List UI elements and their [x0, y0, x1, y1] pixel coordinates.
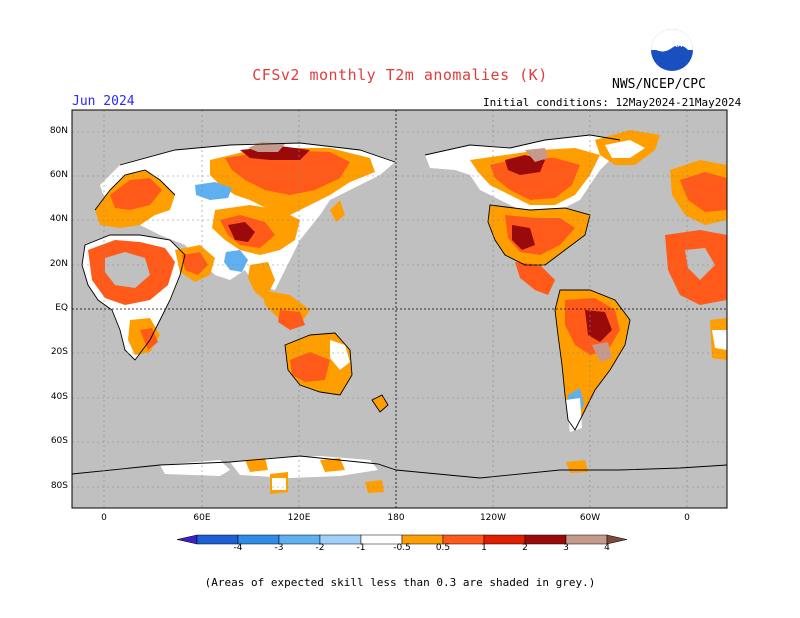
colorbar-label-8: 3	[563, 543, 569, 553]
lon-label-3: 180	[387, 513, 405, 523]
colorbar-low-arrow	[176, 534, 198, 545]
lat-label-60s: 60S	[50, 436, 68, 446]
colorbar: -4 -3 -2 -1 -0.5 0.5 1 2 3 4	[176, 534, 628, 553]
chart-title: CFSv2 monthly T2m anomalies (K)	[252, 66, 548, 84]
colorbar-segment-8	[524, 534, 567, 545]
lon-label-0: 0	[101, 513, 107, 523]
lat-label-40s: 40S	[50, 392, 68, 402]
lat-label-80n: 80N	[49, 126, 68, 136]
colorbar-label-3: -1	[357, 543, 366, 553]
colorbar-segment-0	[196, 534, 239, 545]
colorbar-segment-7	[483, 534, 526, 545]
colorbar-segment-3	[319, 534, 362, 545]
colorbar-label-6: 1	[481, 543, 487, 553]
anomaly-field	[82, 130, 727, 494]
lat-label-80s: 80S	[50, 481, 68, 491]
colorbar-label-2: -2	[316, 543, 325, 553]
lat-label-eq: EQ	[55, 303, 68, 313]
coastlines	[71, 134, 728, 479]
lat-label-40n: 40N	[49, 214, 68, 224]
graticule	[72, 110, 727, 508]
lat-label-20n: 20N	[49, 259, 68, 269]
colorbar-label-1: -3	[275, 543, 284, 553]
skill-footnote: (Areas of expected skill less than 0.3 a…	[204, 576, 596, 589]
lon-label-4: 120W	[479, 513, 507, 523]
lat-label-60n: 60N	[49, 170, 68, 180]
map-frame	[71, 109, 728, 509]
lon-label-5: 60W	[579, 513, 601, 523]
lon-label-6: 0	[684, 513, 690, 523]
lat-label-20s: 20S	[50, 347, 68, 357]
noaa-logo: NOAA	[651, 29, 693, 71]
colorbar-segment-1	[237, 534, 280, 545]
svg-text:NOAA: NOAA	[662, 42, 683, 49]
forecast-month: Jun 2024	[72, 94, 135, 109]
colorbar-label-9: 4	[604, 543, 610, 553]
colorbar-high-arrow	[606, 534, 628, 545]
lon-label-1: 60E	[193, 513, 211, 523]
colorbar-segment-9	[565, 534, 608, 545]
colorbar-segment-2	[278, 534, 321, 545]
colorbar-label-5: 0.5	[436, 543, 450, 553]
colorbar-label-0: -4	[234, 543, 243, 553]
initial-conditions: Initial conditions: 12May2024-21May2024	[483, 96, 742, 109]
lon-label-2: 120E	[287, 513, 311, 523]
colorbar-label-7: 2	[522, 543, 528, 553]
colorbar-label-4: -0.5	[393, 543, 411, 553]
agency-label: NWS/NCEP/CPC	[612, 77, 706, 92]
